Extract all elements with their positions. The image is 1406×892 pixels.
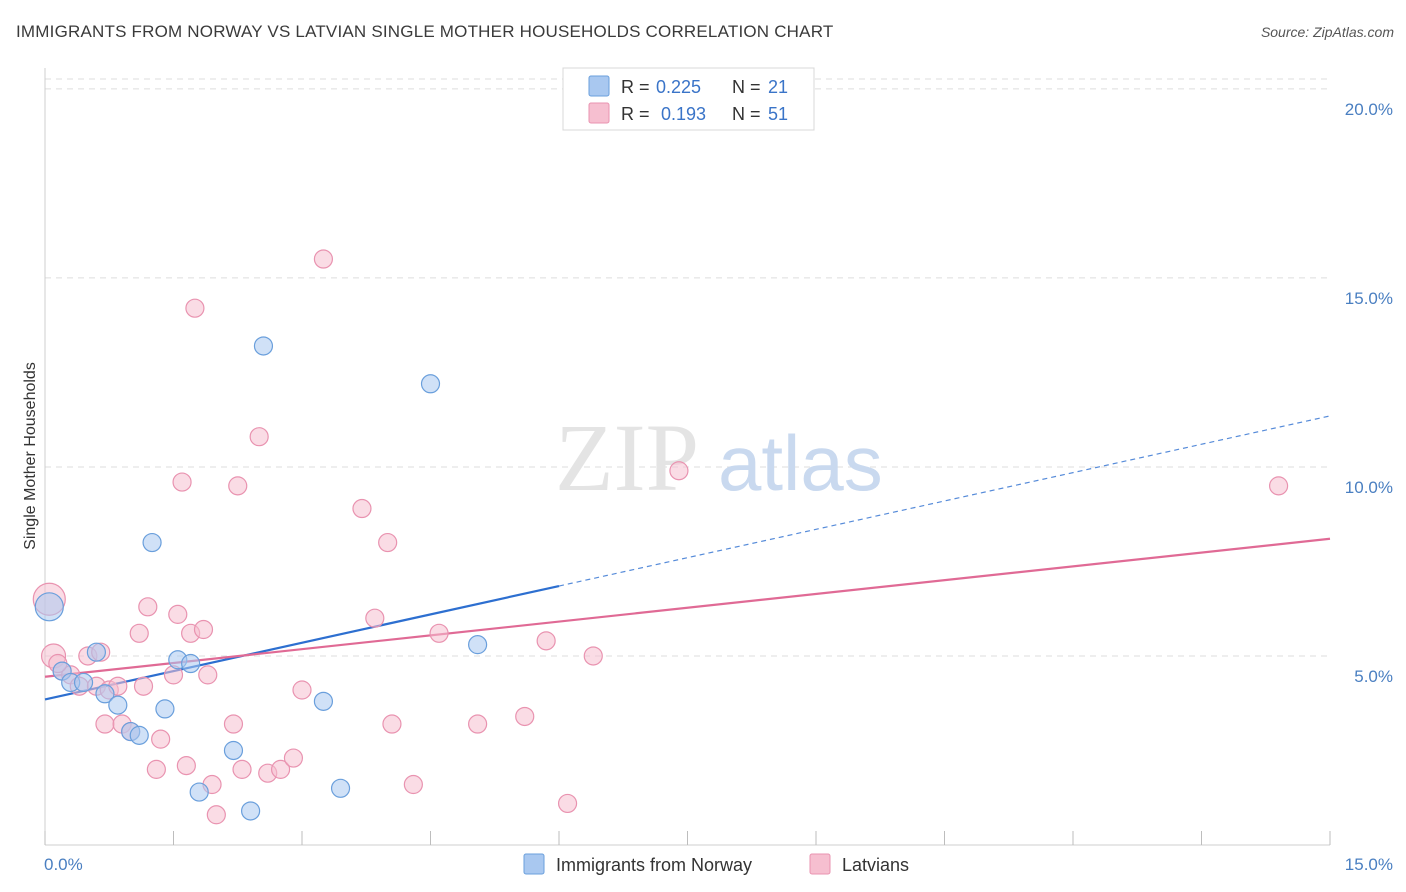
point-latvians-26: [206, 805, 226, 825]
point-latvians-7: [95, 714, 115, 734]
trend-lines: [44, 415, 1331, 701]
point-latvians-39: [382, 714, 402, 734]
watermark-zip: ZIP: [555, 404, 699, 511]
legend-n-label-norway: N =: [732, 77, 761, 97]
point-latvians-37: [365, 608, 385, 628]
point-norway-9: [142, 532, 162, 553]
point-latvians-34: [292, 680, 312, 700]
trend-line-latvians: [44, 537, 1331, 678]
point-latvians-18: [168, 604, 188, 624]
x-tick-labels: 0.0% 15.0%: [44, 855, 1393, 874]
point-latvians-28: [228, 476, 248, 496]
y-tick-label-3: 20.0%: [1345, 100, 1393, 119]
point-latvians-22: [185, 298, 205, 318]
point-latvians-15: [146, 759, 166, 779]
point-norway-10: [155, 699, 175, 719]
point-latvians-42: [468, 714, 488, 734]
point-norway-12: [181, 653, 201, 674]
point-latvians-12: [129, 623, 149, 643]
point-norway-4: [86, 642, 107, 662]
legend-n-label-latvians: N =: [732, 104, 761, 124]
legend-r-value-latvians: 0.193: [661, 104, 706, 124]
point-latvians-29: [232, 759, 252, 779]
chart-title: IMMIGRANTS FROM NORWAY VS LATVIAN SINGLE…: [16, 22, 834, 41]
series-label-norway: Immigrants from Norway: [556, 855, 752, 875]
point-norway-17: [313, 691, 334, 711]
point-norway-18: [330, 778, 351, 798]
point-norway-19: [420, 374, 441, 394]
point-norway-15: [241, 801, 261, 821]
point-latvians-38: [378, 532, 398, 553]
source-label: Source: ZipAtlas.com: [1260, 24, 1394, 40]
stats-legend: R = 0.225 N = 21 R = 0.193 N = 51: [562, 67, 815, 131]
legend-r-label-norway: R =: [621, 77, 650, 97]
legend-swatch-latvians: [588, 102, 610, 124]
point-latvians-46: [583, 646, 603, 666]
legend-n-value-latvians: 51: [768, 104, 788, 124]
point-latvians-14: [138, 597, 158, 617]
trend-line-norway: [44, 584, 560, 701]
y-tick-label-0: 5.0%: [1354, 667, 1393, 686]
point-norway-6: [108, 695, 128, 715]
point-latvians-48: [1268, 476, 1289, 496]
point-latvians-33: [283, 748, 304, 768]
point-norway-13: [189, 782, 209, 802]
point-norway-5: [95, 684, 115, 704]
trend-line-norway-extension: [558, 415, 1331, 587]
point-norway-14: [223, 740, 244, 761]
point-latvians-45: [557, 793, 578, 814]
watermark-atlas: atlas: [718, 419, 883, 507]
point-latvians-20: [176, 756, 196, 776]
point-latvians-40: [403, 774, 423, 795]
legend-n-value-norway: 21: [768, 77, 788, 97]
series-swatch-norway: [523, 853, 545, 875]
point-latvians-23: [193, 619, 214, 640]
point-latvians-35: [313, 249, 334, 269]
axes: [44, 68, 1331, 846]
y-tick-label-2: 15.0%: [1345, 289, 1393, 308]
point-latvians-41: [429, 623, 449, 643]
point-latvians-32: [270, 759, 291, 779]
y-axis-label: Single Mother Households: [22, 362, 39, 550]
data-points: [32, 249, 1289, 825]
series-legend: Immigrants from Norway Latvians: [523, 853, 909, 875]
point-latvians-19: [172, 472, 192, 492]
point-latvians-43: [515, 706, 535, 727]
point-norway-16: [253, 336, 274, 356]
legend-r-value-norway: 0.225: [656, 77, 701, 97]
y-tick-labels: 5.0% 10.0% 15.0% 20.0%: [1345, 100, 1393, 686]
point-latvians-47: [669, 461, 689, 481]
y-tick-label-1: 10.0%: [1345, 478, 1393, 497]
point-norway-8: [129, 725, 149, 745]
legend-r-label-latvians: R =: [621, 104, 650, 124]
point-latvians-24: [198, 665, 218, 685]
point-latvians-30: [249, 427, 269, 447]
legend-swatch-norway: [588, 75, 610, 97]
point-norway-0: [34, 592, 64, 622]
x-tick-label-1: 15.0%: [1345, 855, 1393, 874]
series-swatch-latvians: [809, 853, 831, 875]
series-label-latvians: Latvians: [842, 855, 909, 875]
x-tick-label-0: 0.0%: [44, 855, 83, 874]
point-latvians-16: [151, 729, 171, 749]
point-latvians-13: [133, 676, 154, 696]
point-norway-3: [73, 672, 94, 693]
point-norway-20: [468, 635, 488, 655]
point-latvians-44: [536, 631, 556, 651]
point-latvians-36: [352, 498, 372, 519]
grid-lines: [45, 78, 1330, 657]
point-latvians-27: [223, 714, 244, 734]
